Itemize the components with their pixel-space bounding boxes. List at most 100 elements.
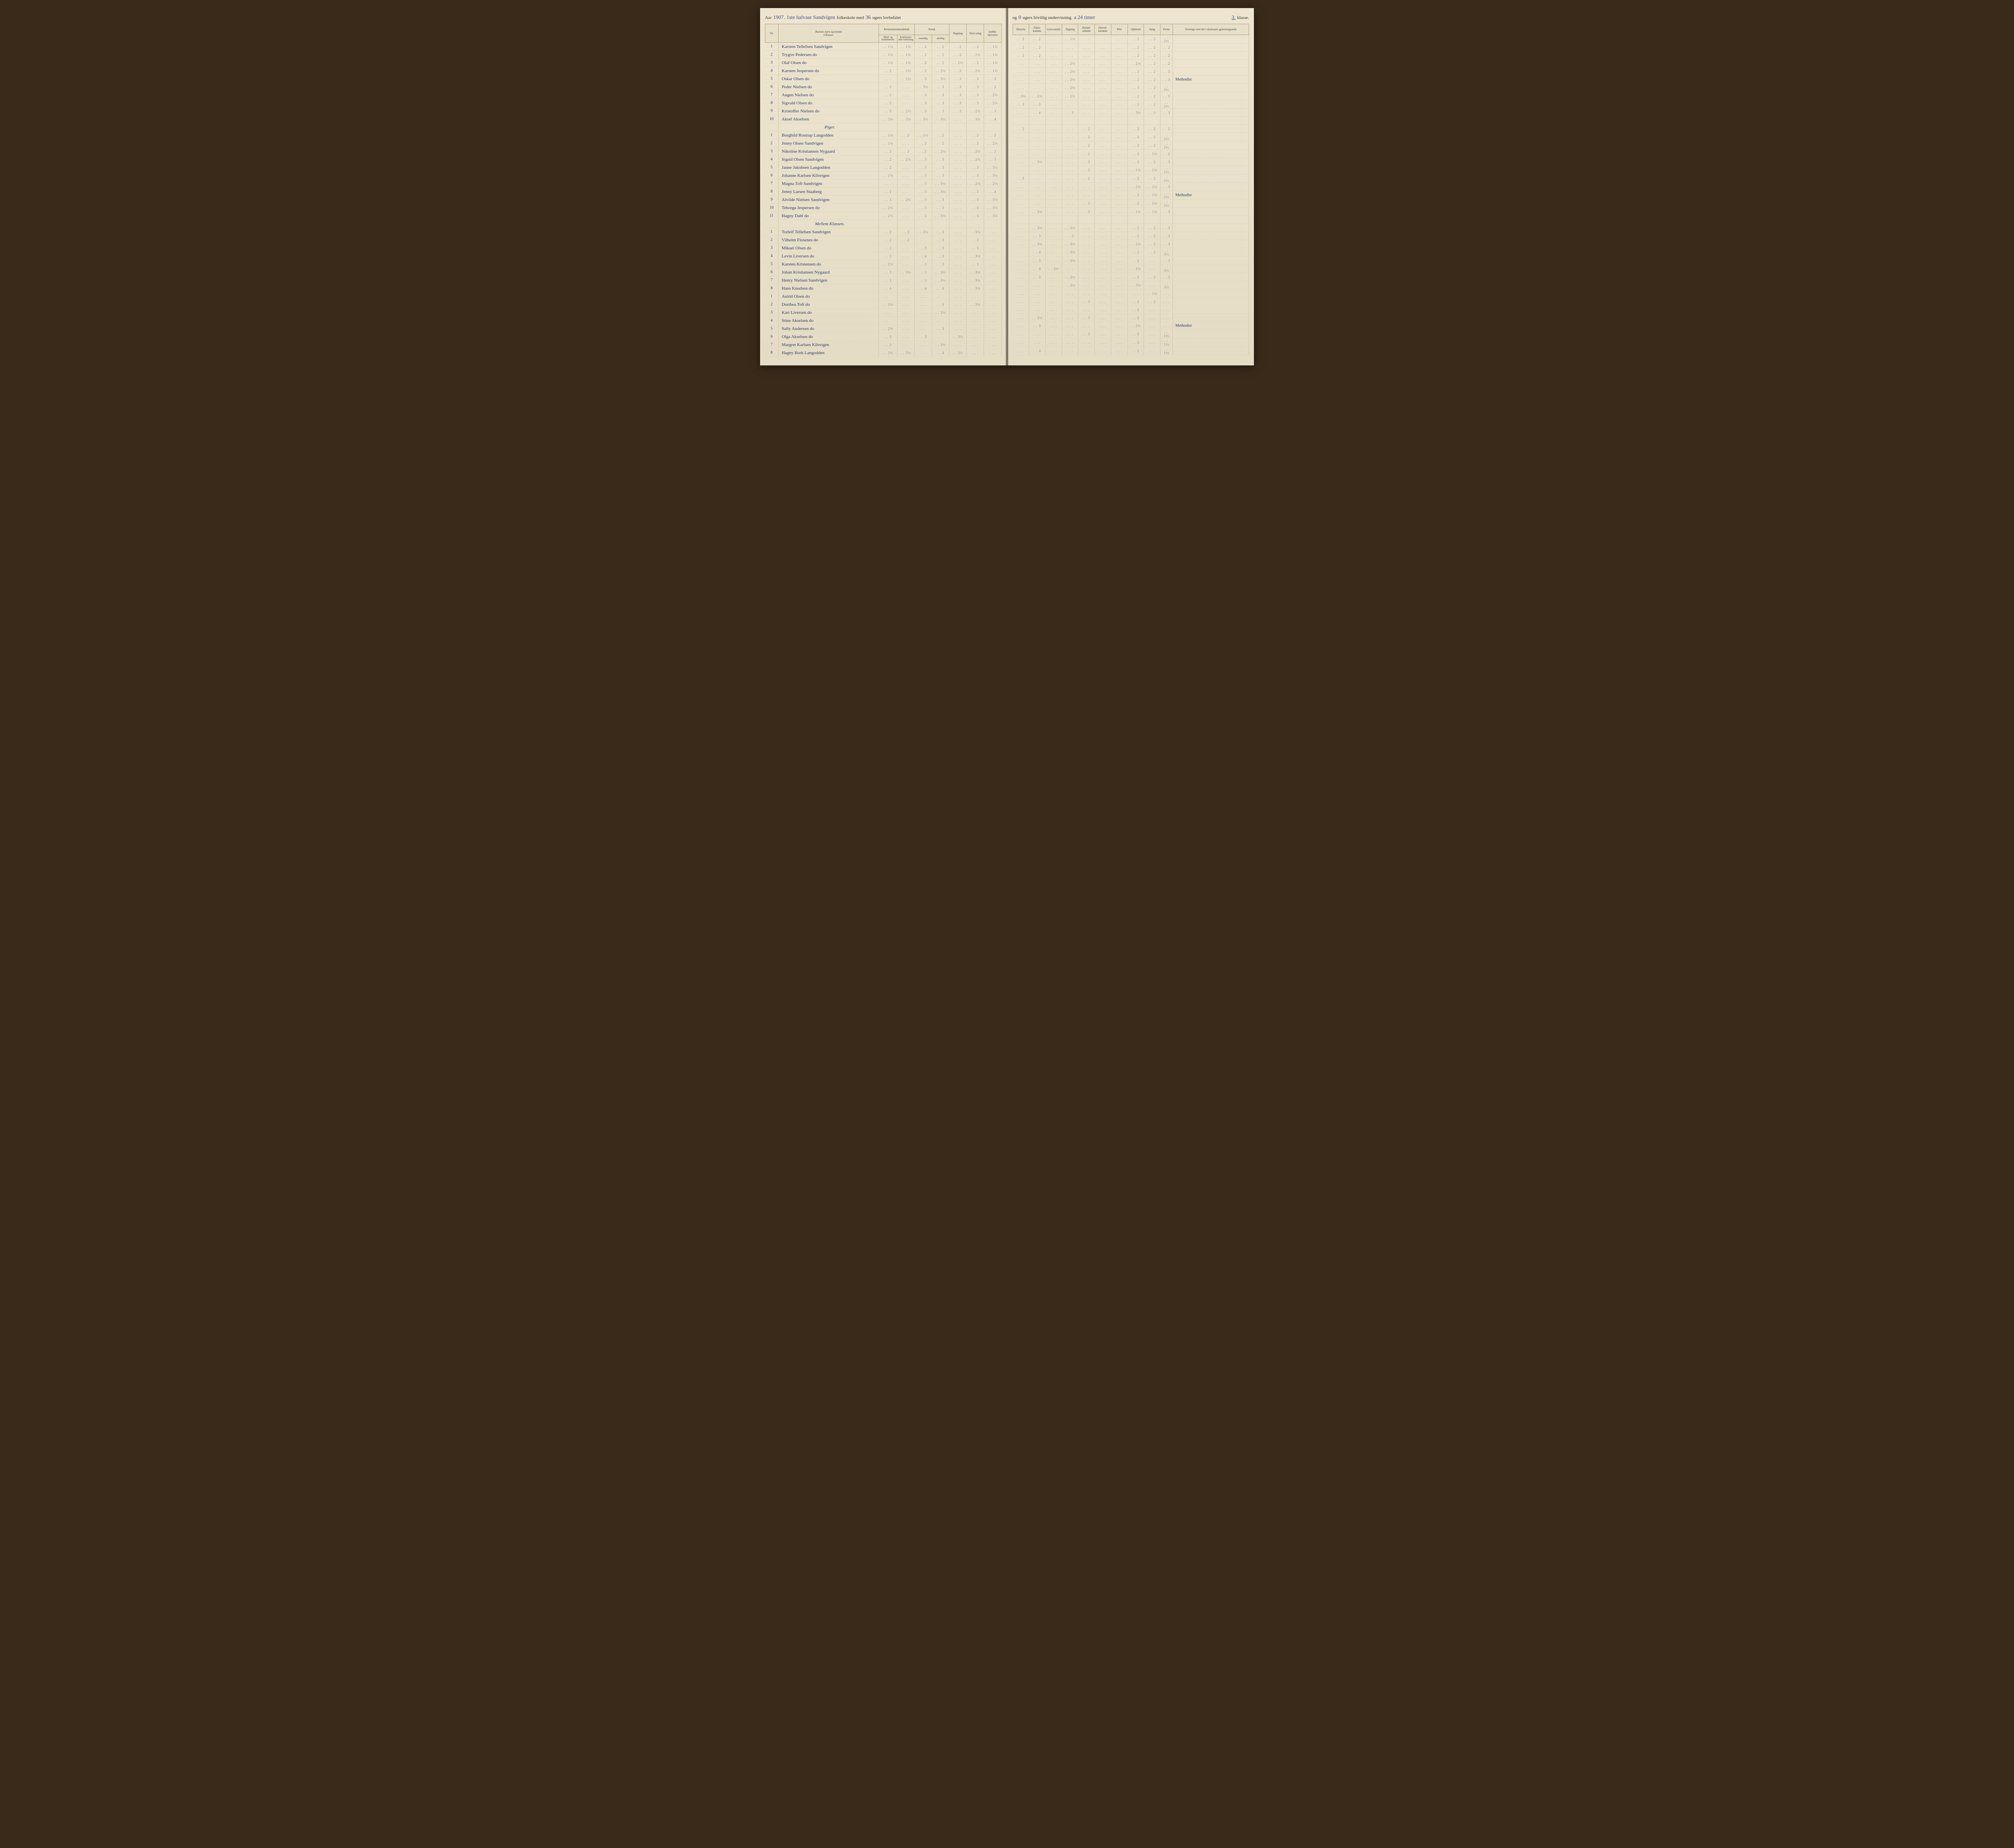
cell-grade: . . 2½	[1160, 199, 1173, 208]
table-row: . . .. . 3. . .. . .. . .. . .. . .. . 2…	[1013, 322, 1249, 330]
aar-label: Aar	[765, 15, 772, 20]
cell-grade: . . .	[1029, 125, 1046, 133]
cell-grade: . . 3	[1160, 208, 1173, 216]
cell-grade: . . .	[1078, 338, 1095, 347]
cell-nr: 8	[765, 99, 779, 107]
cell-grade: . . .	[1045, 125, 1062, 133]
cell-grade: . . .	[949, 172, 967, 180]
cell-grade: . . .	[984, 333, 1001, 341]
cell-empty	[1029, 117, 1046, 125]
cell-note	[1173, 174, 1249, 183]
cell-grade: . . 2	[932, 139, 949, 147]
cell-grade: . . 1½	[879, 131, 897, 139]
table-row: 10Aksel Akselsen. . 3½. . 3½. . 3½. . 3½…	[765, 115, 1002, 123]
cell-grade: . . .	[1013, 338, 1029, 347]
cell-grade: . . 3½	[1062, 273, 1078, 281]
table-row: . . .. . 3½. . .. . .. . 3. . .. . .. . …	[1013, 208, 1249, 216]
cell-note	[1173, 290, 1249, 298]
cell-grade: . . 2½	[932, 147, 949, 156]
ledger-book: Aar 1907. 1ste halvaar Sandvigen folkesk…	[760, 8, 1254, 365]
uger-lov: 36	[866, 14, 871, 21]
cell-grade: . . 2½	[897, 75, 914, 83]
cell-grade: . . 2	[879, 228, 897, 236]
cell-grade: . . .	[1045, 224, 1062, 232]
table-row: . . .. . .. . .. . .. . 3. . .. . .. . 2…	[1013, 199, 1249, 208]
cell-grade: . . .	[1029, 330, 1046, 338]
cell-grade: . . .	[1095, 290, 1111, 298]
cell-grade: . . 4	[932, 284, 949, 292]
cell-grade: . . 2	[1127, 330, 1144, 338]
cell-name: Kari Liversen do	[778, 309, 879, 317]
cell-grade: . . .	[1013, 248, 1029, 257]
cell-name: Hagny Dahl do	[778, 212, 879, 220]
cell-grade: . . 2½	[967, 147, 984, 156]
cell-empty	[1095, 216, 1111, 224]
cell-grade: . . 3½	[914, 115, 932, 123]
table-row: 7Magna Toft Sandvigen. . .. . .. . 3. . …	[765, 180, 1002, 188]
cell-grade: . . .	[984, 268, 1001, 276]
cell-grade: . . .	[1029, 199, 1046, 208]
cell-nr: 6	[765, 333, 779, 341]
table-row: . . .. . .. . .. . .. . .. . .. . .. . 2…	[1013, 338, 1249, 347]
cell-empty	[1013, 117, 1029, 125]
cell-grade: . . .	[1013, 257, 1029, 265]
cell-grade: . . 3	[1160, 224, 1173, 232]
cell-nr: 2	[765, 301, 779, 309]
cell-grade: . . .	[897, 317, 914, 325]
cell-grade: . . .	[1045, 52, 1062, 60]
cell-grade: . . .	[1045, 314, 1062, 322]
cell-grade: . . 3	[1078, 208, 1095, 216]
cell-empty	[1127, 216, 1144, 224]
cell-grade: . . 3½	[984, 164, 1001, 172]
table-row: . . .. . .. . .. . .. . .. . .. . .. . 2…	[1013, 306, 1249, 314]
cell-grade: . . 2	[1127, 199, 1144, 208]
cell-grade: . . 3	[1078, 298, 1095, 306]
cell-name: Sally Andersen do	[778, 325, 879, 333]
cell-note	[1173, 60, 1249, 68]
cell-grade: . . .	[1111, 240, 1127, 248]
cell-empty	[1029, 216, 1046, 224]
cell-grade: . . .	[1045, 322, 1062, 330]
cell-empty	[1127, 117, 1144, 125]
cell-grade: . . 3	[1160, 183, 1173, 191]
cell-grade: . . 2	[967, 43, 984, 51]
cell-grade: . . 2	[1144, 240, 1160, 248]
cell-grade: . . .	[1029, 76, 1046, 84]
cell-grade: . . .	[1111, 257, 1127, 265]
cell-grade: . . 3	[914, 156, 932, 164]
cell-note	[1173, 240, 1249, 248]
cell-grade: . . .	[984, 309, 1001, 317]
cell-grade: . . .	[1078, 306, 1095, 314]
cell-nr: 5	[765, 75, 779, 83]
cell-grade: . . .	[1062, 133, 1078, 141]
cell-grade: . . .	[1062, 52, 1078, 60]
cell-grade: . . .	[967, 341, 984, 349]
cell-grade: . . .	[1045, 338, 1062, 347]
cell-grade: . . 3	[1127, 84, 1144, 92]
cell-grade: . . .	[1013, 76, 1029, 84]
cell-grade: . . 3½	[967, 252, 984, 260]
cell-grade: . . .	[1111, 224, 1127, 232]
cell-grade: . . 3½	[1062, 224, 1078, 232]
cell-grade: . . 3½	[879, 301, 897, 309]
cell-nr: 10	[765, 115, 779, 123]
cell-grade: . . 2	[1127, 174, 1144, 183]
section-label: Mellem Klassen.	[778, 220, 879, 228]
cell-grade: . . 3½	[932, 188, 949, 196]
cell-grade: . . .	[1095, 281, 1111, 290]
cell-grade: . . .	[1078, 191, 1095, 199]
cell-name: Teborga Jespersen do	[778, 204, 879, 212]
cell-name: Vilhelm Flosenes do	[778, 236, 879, 244]
cell-grade: . . 2½	[1160, 191, 1173, 199]
cell-grade: . . 2	[1160, 44, 1173, 52]
cell-nr: 4	[765, 252, 779, 260]
cell-grade: . . 4	[1029, 248, 1046, 257]
cell-grade: . . .	[1111, 191, 1127, 199]
cell-grade: . . 3½	[914, 83, 932, 91]
table-row: . . .. . .. . .. . .. . .. . .. . .. . .…	[1013, 290, 1249, 298]
cell-note	[1173, 248, 1249, 257]
cell-grade: . . .	[897, 83, 914, 91]
cell-grade: . . 2	[1144, 232, 1160, 240]
cell-grade: . . .	[984, 317, 1001, 325]
cell-name: Astrid Olsen do	[778, 292, 879, 301]
